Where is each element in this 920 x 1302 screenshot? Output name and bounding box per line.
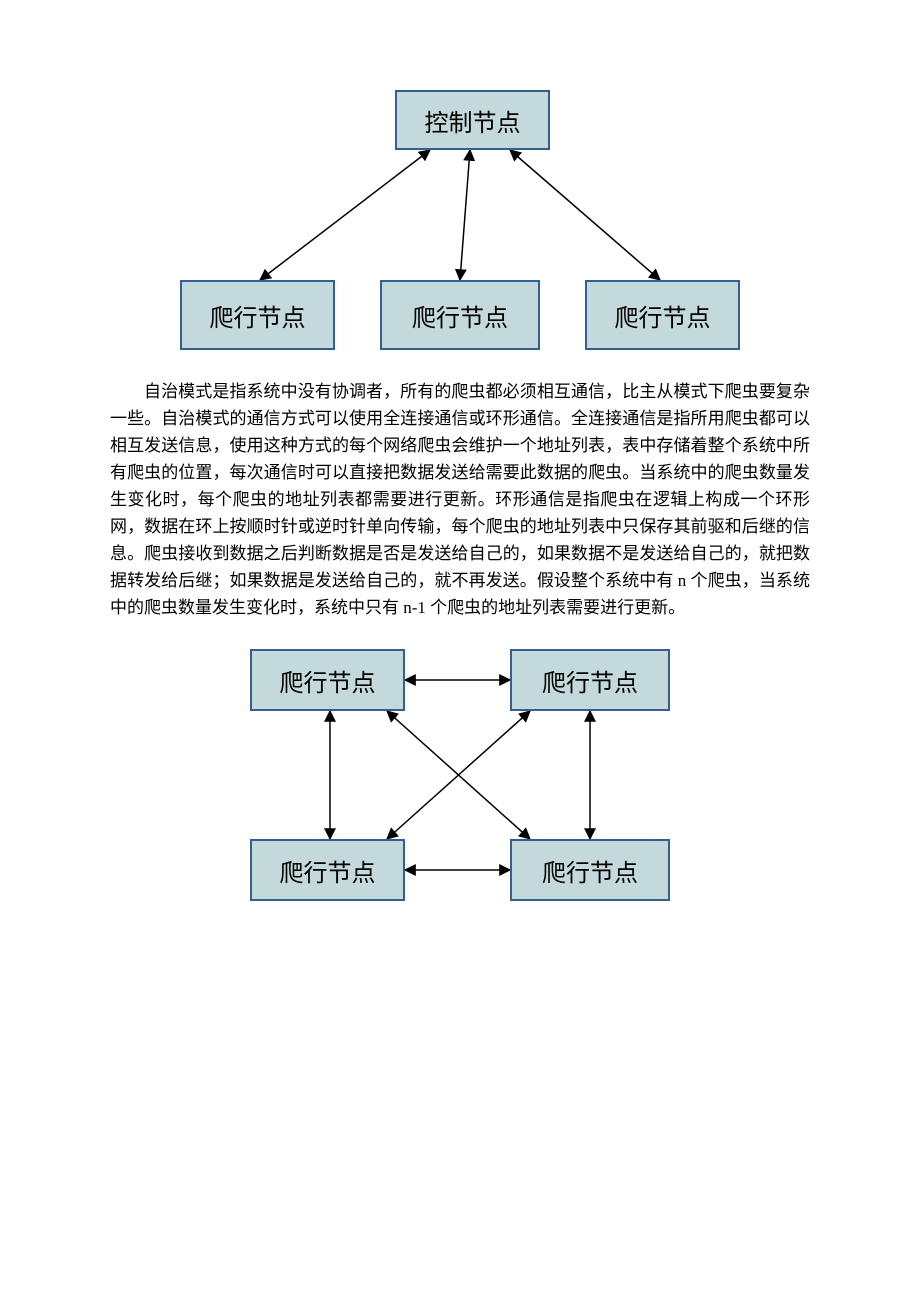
diagram2-node-tl: 爬行节点: [250, 649, 405, 711]
diagram-autonomous: 爬行节点爬行节点爬行节点爬行节点: [245, 649, 675, 909]
body-paragraph: 自治模式是指系统中没有协调者，所有的爬虫都必须相互通信，比主从模式下爬虫要复杂一…: [110, 378, 810, 621]
diagram-master-slave: 控制节点爬行节点 爬行节点 爬行节点: [180, 90, 740, 350]
diagram1-node-right: 爬行节点: [585, 280, 740, 350]
diagram1-edge-2: [510, 150, 660, 280]
diagram1-node-left-label: 爬行节点: [210, 298, 306, 333]
document-page: 控制节点爬行节点爬行节点爬行节点 自治模式是指系统中没有协调者，所有的爬虫都必须…: [0, 0, 920, 969]
diagram2-node-bl: 爬行节点: [250, 839, 405, 901]
diagram2-node-tr-label: 爬行节点: [542, 663, 638, 698]
diagram1-node-mid: 爬行节点: [380, 280, 540, 350]
diagram2-node-tr: 爬行节点: [510, 649, 670, 711]
diagram1-node-right-label: 爬行节点: [615, 298, 711, 333]
diagram1-node-top: 控制节点: [395, 90, 550, 150]
diagram2-node-bl-label: 爬行节点: [280, 853, 376, 888]
diagram1-edge-1: [460, 150, 470, 280]
diagram1-node-left: 爬行节点: [180, 280, 335, 350]
diagram1-node-mid-label: 爬行节点: [412, 298, 508, 333]
diagram2-node-br: 爬行节点: [510, 839, 670, 901]
diagram2-edge-5: [387, 711, 530, 839]
diagram2-edge-4: [387, 711, 530, 839]
diagram2-node-br-label: 爬行节点: [542, 853, 638, 888]
diagram2-node-tl-label: 爬行节点: [280, 663, 376, 698]
diagram1-edge-0: [260, 150, 430, 280]
diagram1-node-top-label: 控制节点: [425, 103, 521, 138]
